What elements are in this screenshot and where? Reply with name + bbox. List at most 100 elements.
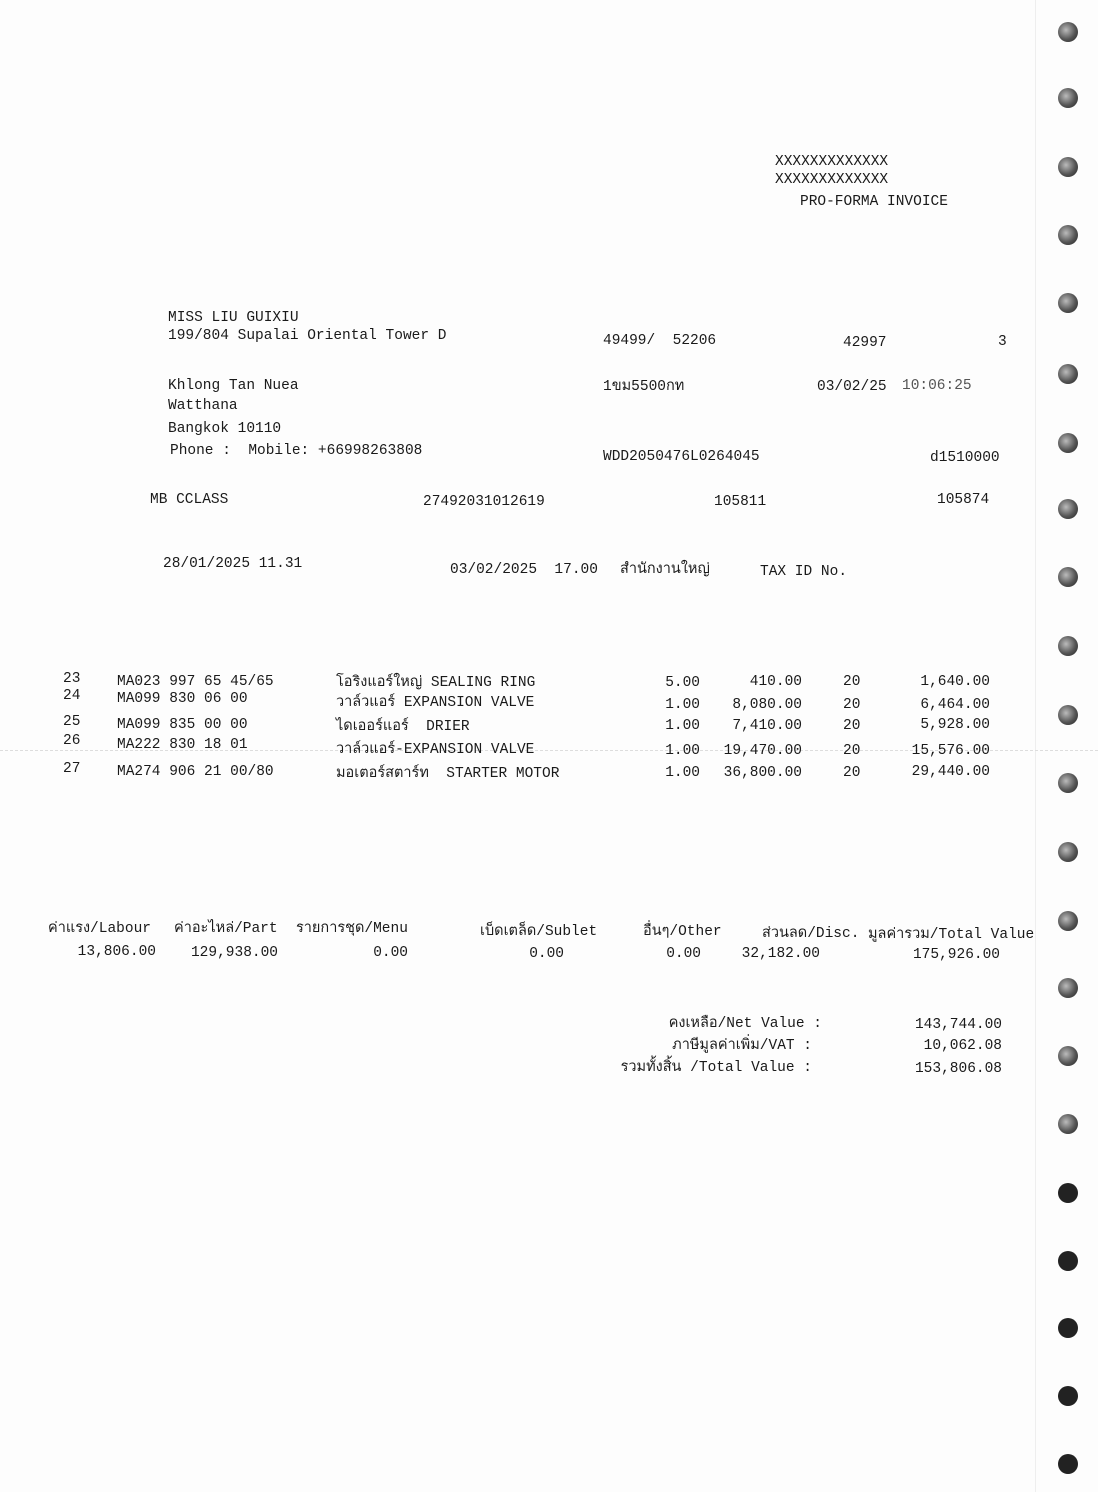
punch-hole-icon bbox=[1058, 225, 1078, 245]
punch-hole-icon bbox=[1058, 911, 1078, 931]
summary-label-sublet: เบ็ดเตล็ด/Sublet bbox=[480, 924, 598, 940]
customer-phone: Phone : Mobile: +66998263808 bbox=[170, 443, 423, 459]
punch-hole-icon bbox=[1058, 1318, 1078, 1338]
summary-label-discount: ส่วนลด/Disc. bbox=[762, 926, 860, 942]
summary-label-other: อื่นๆ/Other bbox=[643, 924, 722, 940]
summary-value-sublet: 0.00 bbox=[529, 946, 564, 962]
punch-hole-icon bbox=[1058, 1046, 1078, 1066]
punch-hole-icon bbox=[1058, 88, 1078, 108]
item-price: 410.00 bbox=[749, 674, 802, 690]
punch-hole-icon bbox=[1058, 567, 1078, 587]
customer-address-4: Bangkok 10110 bbox=[168, 421, 282, 437]
reference-3: 3 bbox=[998, 334, 1007, 350]
item-disc: 20 bbox=[843, 697, 861, 713]
vat-label: ภาษีมูลค่าเพิ่ม/VAT : bbox=[672, 1038, 812, 1054]
company-line-2: XXXXXXXXXXXXX bbox=[775, 172, 889, 188]
customer-name: MISS LIU GUIXIU bbox=[168, 310, 299, 326]
item-qty: 1.00 bbox=[665, 743, 700, 759]
code: d1510000 bbox=[930, 450, 1000, 466]
branch: สำนักงานใหญ่ bbox=[620, 562, 710, 578]
summary-label-labour: ค่าแรง/Labour bbox=[48, 921, 151, 937]
item-part: MA023 997 65 45/65 bbox=[117, 674, 274, 690]
punch-hole-icon bbox=[1058, 978, 1078, 998]
item-qty: 1.00 bbox=[665, 697, 700, 713]
open-date: 28/01/2025 11.31 bbox=[163, 556, 303, 572]
item-no: 25 bbox=[63, 714, 81, 730]
item-desc: มอเตอร์สตาร์ท STARTER MOTOR bbox=[336, 766, 560, 782]
item-disc: 20 bbox=[843, 718, 861, 734]
reference-1: 49499/ 52206 bbox=[603, 333, 717, 349]
item-desc: ไดเออร์แอร์ DRIER bbox=[336, 719, 470, 735]
punch-hole-icon bbox=[1058, 433, 1078, 453]
grand-total-label: รวมทั้งสิ้น /Total Value : bbox=[620, 1060, 812, 1076]
number-1: 27492031012619 bbox=[423, 494, 545, 510]
item-amount: 15,576.00 bbox=[911, 743, 990, 759]
item-price: 8,080.00 bbox=[732, 697, 802, 713]
punch-hole-icon bbox=[1058, 1114, 1078, 1134]
summary-label-menu: รายการชุด/Menu bbox=[296, 921, 408, 937]
item-price: 36,800.00 bbox=[723, 765, 802, 781]
item-qty: 1.00 bbox=[665, 718, 700, 734]
item-price: 19,470.00 bbox=[723, 743, 802, 759]
item-part: MA099 835 00 00 bbox=[117, 717, 248, 733]
net-value-label: คงเหลือ/Net Value : bbox=[668, 1016, 822, 1032]
document-time: 10:06:25 bbox=[902, 378, 972, 394]
item-no: 24 bbox=[63, 688, 81, 704]
item-amount: 5,928.00 bbox=[920, 717, 990, 733]
item-qty: 1.00 bbox=[665, 765, 700, 781]
reference-2: 42997 bbox=[843, 335, 887, 351]
item-desc: วาล์วแอร์-EXPANSION VALVE bbox=[336, 742, 535, 758]
tax-id-label: TAX ID No. bbox=[760, 564, 848, 580]
grand-total-value: 153,806.08 bbox=[914, 1061, 1002, 1077]
scan-line bbox=[0, 750, 1098, 751]
customer-address-1: 199/804 Supalai Oriental Tower D bbox=[168, 328, 447, 344]
item-disc: 20 bbox=[843, 743, 861, 759]
item-qty: 5.00 bbox=[665, 675, 700, 691]
summary-label-total: มูลค่ารวม/Total Value bbox=[868, 927, 1035, 943]
paper-edge bbox=[1035, 0, 1036, 1492]
punch-hole-icon bbox=[1058, 293, 1078, 313]
summary-value-discount: 32,182.00 bbox=[741, 946, 820, 962]
customer-address-3: Watthana bbox=[168, 398, 238, 414]
summary-value-part: 129,938.00 bbox=[190, 945, 278, 961]
item-amount: 1,640.00 bbox=[920, 674, 990, 690]
punch-hole-icon bbox=[1058, 364, 1078, 384]
punch-hole-icon bbox=[1058, 773, 1078, 793]
punch-hole-icon bbox=[1058, 22, 1078, 42]
vat-value: 10,062.08 bbox=[923, 1038, 1002, 1054]
item-part: MA222 830 18 01 bbox=[117, 737, 248, 753]
punch-hole-icon bbox=[1058, 705, 1078, 725]
document-title: PRO-FORMA INVOICE bbox=[800, 194, 948, 210]
punch-hole-icon bbox=[1058, 157, 1078, 177]
summary-label-part: ค่าอะไหล่/Part bbox=[174, 921, 278, 937]
vin: WDD2050476L0264045 bbox=[603, 449, 760, 465]
item-desc: วาล์วแอร์ EXPANSION VALVE bbox=[336, 695, 535, 711]
punch-hole-icon bbox=[1058, 636, 1078, 656]
item-no: 23 bbox=[63, 671, 81, 687]
document-date: 03/02/25 bbox=[817, 379, 887, 395]
summary-value-menu: 0.00 bbox=[373, 945, 408, 961]
company-line-1: XXXXXXXXXXXXX bbox=[775, 154, 889, 170]
item-disc: 20 bbox=[843, 674, 861, 690]
item-disc: 20 bbox=[843, 765, 861, 781]
punch-hole-icon bbox=[1058, 1251, 1078, 1271]
item-price: 7,410.00 bbox=[732, 718, 802, 734]
summary-value-labour: 13,806.00 bbox=[77, 944, 156, 960]
punch-hole-icon bbox=[1058, 1183, 1078, 1203]
punch-hole-icon bbox=[1058, 842, 1078, 862]
summary-value-other: 0.00 bbox=[666, 946, 701, 962]
customer-address-2: Khlong Tan Nuea bbox=[168, 378, 299, 394]
item-amount: 29,440.00 bbox=[911, 764, 990, 780]
item-part: MA099 830 06 00 bbox=[117, 691, 248, 707]
item-no: 26 bbox=[63, 733, 81, 749]
vehicle-model: MB CCLASS bbox=[150, 492, 229, 508]
punch-hole-icon bbox=[1058, 1454, 1078, 1474]
number-3: 105874 bbox=[937, 492, 990, 508]
close-date: 03/02/2025 17.00 bbox=[450, 562, 598, 578]
punch-hole-icon bbox=[1058, 499, 1078, 519]
punch-hole-icon bbox=[1058, 1386, 1078, 1406]
summary-value-total: 175,926.00 bbox=[912, 947, 1000, 963]
number-2: 105811 bbox=[714, 494, 767, 510]
item-no: 27 bbox=[63, 761, 81, 777]
item-desc: โอริงแอร์ใหญ่ SEALING RING bbox=[336, 675, 536, 691]
